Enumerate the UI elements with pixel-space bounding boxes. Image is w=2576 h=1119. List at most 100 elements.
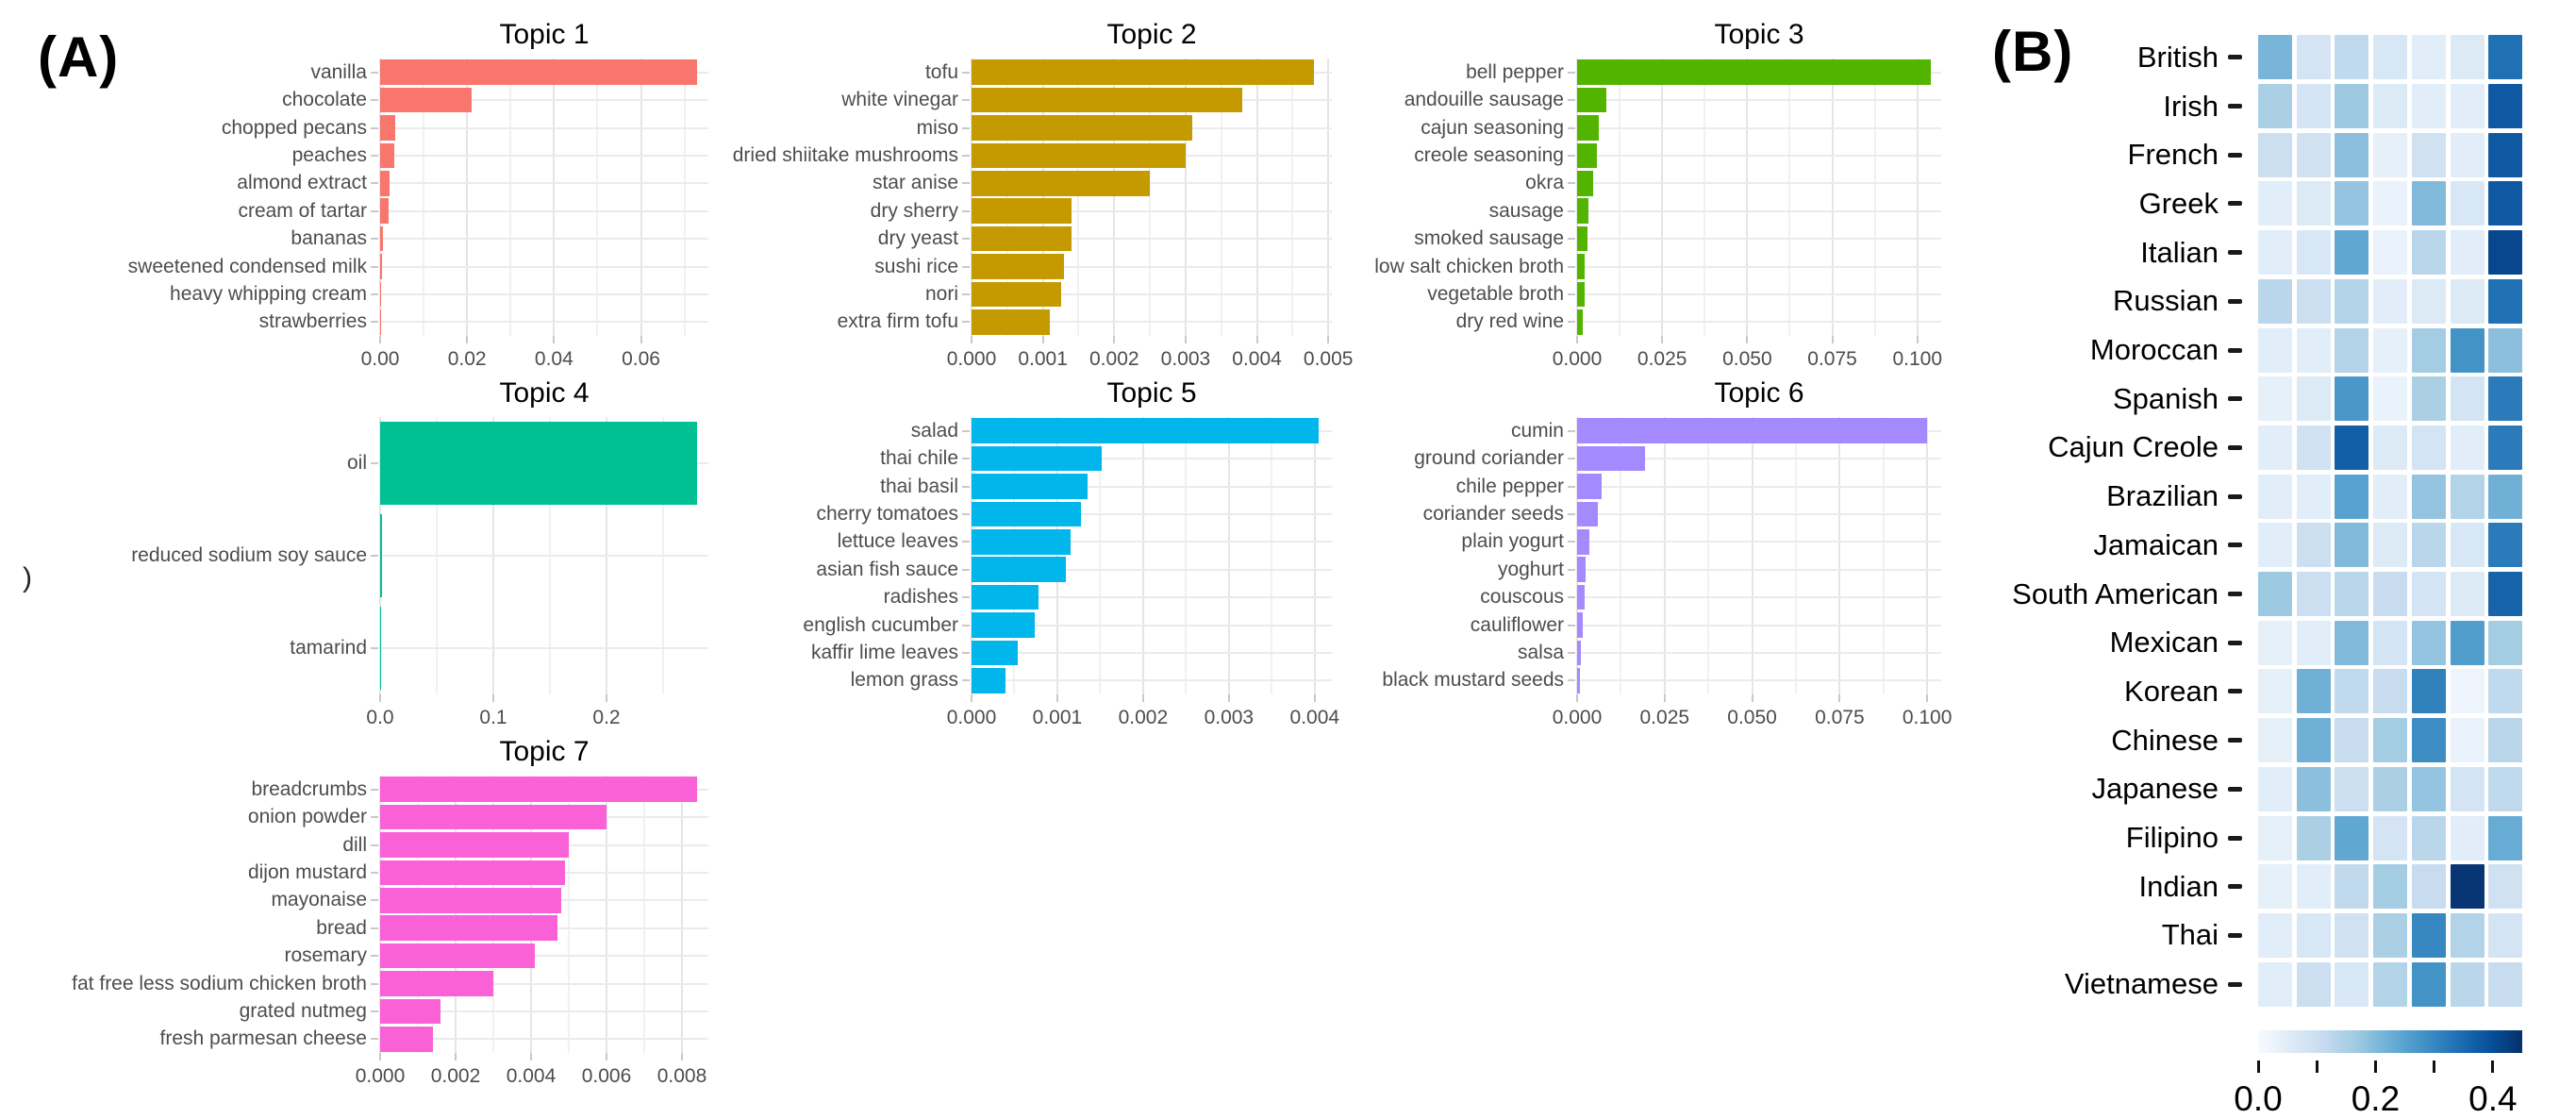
x-tick-mark	[379, 1053, 381, 1061]
y-axis-label: yoghurt	[1497, 558, 1564, 580]
bar	[1577, 254, 1585, 279]
heatmap-cell	[2296, 230, 2331, 276]
heatmap-cell	[2335, 669, 2369, 714]
chart-title: Topic 4	[499, 377, 590, 409]
gridline-major	[971, 417, 972, 694]
heatmap-cell	[2296, 961, 2331, 1007]
bar	[1577, 225, 1587, 252]
gridline-minor	[1703, 58, 1706, 336]
heatmap-cell	[2450, 132, 2485, 177]
y-axis-label: sweetened condensed milk	[127, 255, 367, 277]
heatmap-cell	[2488, 669, 2523, 714]
y-tick-mark	[1568, 624, 1575, 626]
x-tick-label: 0.06	[622, 348, 660, 370]
x-tick-label: 0.004	[506, 1065, 557, 1087]
y-axis-label: kaffir lime leaves	[810, 641, 958, 663]
gridline-horizontal	[972, 651, 1332, 654]
bar	[380, 915, 557, 941]
x-tick-label: 0.050	[1727, 707, 1777, 728]
x-tick-label: 0.1	[479, 707, 507, 728]
colorbar-tick-label: 0.2	[2351, 1079, 2401, 1118]
y-tick-mark	[371, 182, 378, 185]
x-tick-mark	[379, 694, 381, 702]
gridline-horizontal	[972, 485, 1332, 488]
bar	[380, 888, 561, 913]
colorbar-tick-label: 0.4	[2468, 1079, 2518, 1118]
heatmap-cell	[2488, 864, 2523, 910]
y-tick-mark	[1568, 182, 1575, 185]
gridline-major	[1576, 58, 1578, 336]
heatmap-cell	[2450, 912, 2485, 958]
y-axis-label: extra firm tofu	[837, 310, 958, 333]
heatmap-cell	[2335, 474, 2369, 519]
y-axis-label: plain yogurt	[1461, 530, 1564, 553]
y-tick-mark	[1568, 154, 1575, 157]
bar	[1577, 59, 1932, 85]
x-tick-mark	[530, 1053, 532, 1061]
y-axis-label: salsa	[1517, 641, 1564, 663]
heatmap-cell	[2450, 572, 2485, 617]
x-tick-mark	[466, 336, 469, 343]
heatmap-cell	[2258, 766, 2292, 811]
y-tick-mark	[371, 1038, 378, 1041]
heatmap-row-label: Chinese	[2111, 723, 2219, 757]
heatmap-cell	[2296, 84, 2331, 129]
x-tick-mark	[1327, 336, 1330, 343]
y-axis-label: star anise	[872, 172, 958, 194]
heatmap-cell	[2450, 864, 2485, 910]
heatmap-cell	[2411, 84, 2446, 129]
y-tick-mark	[1568, 209, 1575, 212]
gridline-minor	[1099, 417, 1102, 694]
heatmap-cell	[2450, 718, 2485, 763]
gridline-horizontal	[972, 512, 1332, 515]
heatmap-cell	[2450, 620, 2485, 665]
heatmap-cell	[2450, 766, 2485, 811]
heatmap-row-tick	[2228, 104, 2242, 109]
heatmap-row-label: Filipino	[2125, 821, 2219, 855]
y-tick-mark	[962, 238, 970, 241]
heatmap-row-label: Vietnamese	[2064, 967, 2219, 1001]
y-axis-label: thai chile	[880, 447, 958, 470]
y-tick-mark	[371, 209, 378, 212]
gridline-horizontal	[1577, 126, 1941, 129]
y-tick-mark	[1568, 512, 1575, 515]
x-tick-mark	[1661, 336, 1664, 343]
heatmap-cell	[2488, 718, 2523, 763]
heatmap-cell	[2488, 523, 2523, 568]
heatmap-cell	[2296, 425, 2331, 470]
heatmap-row-label: Japanese	[2091, 772, 2219, 806]
heatmap-cell	[2411, 718, 2446, 763]
gridline-minor	[423, 58, 425, 336]
y-tick-mark	[371, 126, 378, 129]
bar	[972, 115, 1193, 141]
heatmap-cell	[2335, 815, 2369, 860]
y-tick-mark	[371, 982, 378, 985]
y-tick-mark	[371, 1010, 378, 1012]
y-tick-mark	[1568, 71, 1575, 74]
y-tick-mark	[371, 843, 378, 846]
heatmap-cell	[2296, 864, 2331, 910]
heatmap-row-label: British	[2136, 40, 2219, 74]
gridline-horizontal	[972, 238, 1332, 241]
x-tick-mark	[1255, 336, 1258, 343]
y-axis-label: lettuce leaves	[837, 530, 958, 553]
heatmap-cell	[2296, 572, 2331, 617]
heatmap-cell	[2373, 327, 2408, 373]
y-tick-mark	[371, 292, 378, 295]
heatmap-cell	[2296, 523, 2331, 568]
y-axis-label: coriander seeds	[1422, 502, 1564, 525]
bar	[380, 198, 390, 224]
heatmap-cell	[2335, 84, 2369, 129]
heatmap-cell	[2450, 230, 2485, 276]
heatmap-cell	[2258, 523, 2292, 568]
heatmap-row-label: Jamaican	[2093, 527, 2219, 561]
gridline-minor	[1220, 58, 1222, 336]
y-tick-mark	[1568, 238, 1575, 241]
bar	[972, 198, 1072, 224]
heatmap-cell	[2258, 620, 2292, 665]
gridline-minor	[1271, 417, 1273, 694]
heatmap-cell	[2258, 425, 2292, 470]
y-tick-mark	[962, 429, 970, 432]
x-tick-mark	[1141, 694, 1144, 702]
heatmap-cell	[2373, 620, 2408, 665]
